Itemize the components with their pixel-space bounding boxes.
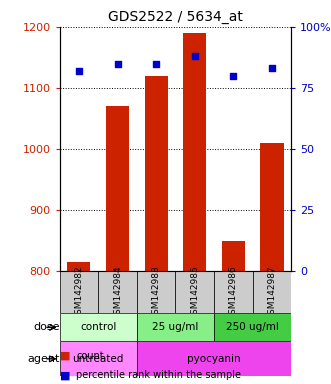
Text: percentile rank within the sample: percentile rank within the sample — [76, 370, 241, 380]
FancyBboxPatch shape — [175, 271, 214, 313]
Bar — [106, 106, 129, 271]
FancyBboxPatch shape — [60, 341, 137, 376]
Text: ■: ■ — [60, 370, 70, 380]
Text: 250 ug/ml: 250 ug/ml — [226, 323, 279, 333]
Point — [115, 61, 120, 67]
Text: GSM142987: GSM142987 — [267, 265, 276, 320]
Text: 25 ug/ml: 25 ug/ml — [152, 323, 199, 333]
Text: count: count — [76, 351, 104, 361]
Text: pyocyanin: pyocyanin — [187, 354, 241, 364]
Point — [154, 61, 159, 67]
Bar — [260, 143, 284, 271]
Point — [231, 73, 236, 79]
Text: ■: ■ — [60, 351, 70, 361]
Text: GSM142986: GSM142986 — [229, 265, 238, 320]
FancyBboxPatch shape — [214, 313, 291, 341]
Bar — [67, 262, 90, 271]
FancyBboxPatch shape — [253, 271, 291, 313]
Text: GSM142983: GSM142983 — [152, 265, 161, 320]
FancyBboxPatch shape — [137, 271, 175, 313]
Title: GDS2522 / 5634_at: GDS2522 / 5634_at — [108, 10, 243, 25]
Bar — [222, 241, 245, 271]
Text: GSM142984: GSM142984 — [113, 265, 122, 320]
Point — [269, 65, 275, 71]
FancyBboxPatch shape — [137, 341, 291, 376]
Bar — [145, 76, 168, 271]
Text: agent: agent — [27, 354, 60, 364]
FancyBboxPatch shape — [60, 313, 137, 341]
FancyBboxPatch shape — [137, 313, 214, 341]
Text: dose: dose — [33, 323, 60, 333]
Point — [76, 68, 81, 74]
Text: untreated: untreated — [72, 354, 124, 364]
FancyBboxPatch shape — [98, 271, 137, 313]
Point — [192, 53, 197, 59]
Text: control: control — [80, 323, 117, 333]
Text: GSM142982: GSM142982 — [74, 265, 83, 320]
FancyBboxPatch shape — [60, 271, 98, 313]
Text: GSM142985: GSM142985 — [190, 265, 199, 320]
Bar — [183, 33, 206, 271]
FancyBboxPatch shape — [214, 271, 253, 313]
